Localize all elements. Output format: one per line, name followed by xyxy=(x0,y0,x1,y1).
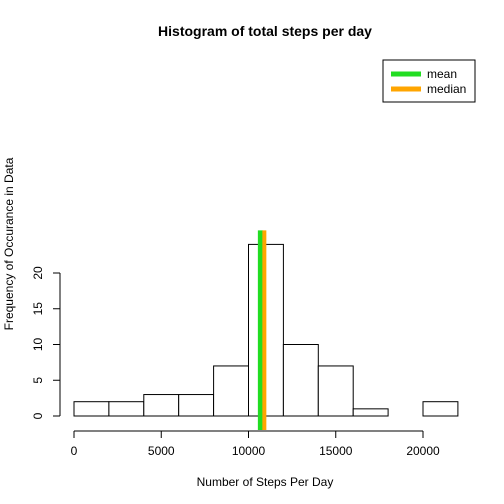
x-tick-label: 20000 xyxy=(406,444,440,458)
x-tick-label: 15000 xyxy=(319,444,353,458)
legend: mean median xyxy=(382,59,476,103)
y-tick-label: 15 xyxy=(31,302,45,316)
y-tick-label: 0 xyxy=(31,412,45,419)
x-axis-label: Number of Steps Per Day xyxy=(197,475,334,489)
histogram-bar xyxy=(178,394,215,417)
y-axis: 0 5 10 15 20 xyxy=(31,266,61,419)
histogram-bar xyxy=(213,365,250,417)
legend-median-label: median xyxy=(427,82,466,96)
x-axis: 0 5000 10000 15000 20000 xyxy=(71,430,440,458)
y-tick-label: 10 xyxy=(31,338,45,352)
legend-mean-label: mean xyxy=(427,67,457,81)
histogram-bar xyxy=(143,394,180,417)
histogram-bar xyxy=(352,408,389,417)
x-tick-label: 5000 xyxy=(148,444,175,458)
y-tick-label: 20 xyxy=(31,266,45,280)
histogram-bar xyxy=(282,344,319,417)
x-tick-label: 10000 xyxy=(232,444,266,458)
histogram-bar xyxy=(317,365,354,417)
histogram-bar xyxy=(108,401,145,417)
histogram-bar xyxy=(422,401,459,417)
legend-box xyxy=(382,59,476,103)
histogram-bar xyxy=(73,401,110,417)
chart-title: Histogram of total steps per day xyxy=(158,23,372,39)
reference-lines-group xyxy=(257,230,267,430)
x-tick-label: 0 xyxy=(71,444,78,458)
y-tick-label: 5 xyxy=(31,377,45,384)
y-axis-label: Frequency of Occurance in Data xyxy=(2,157,16,330)
